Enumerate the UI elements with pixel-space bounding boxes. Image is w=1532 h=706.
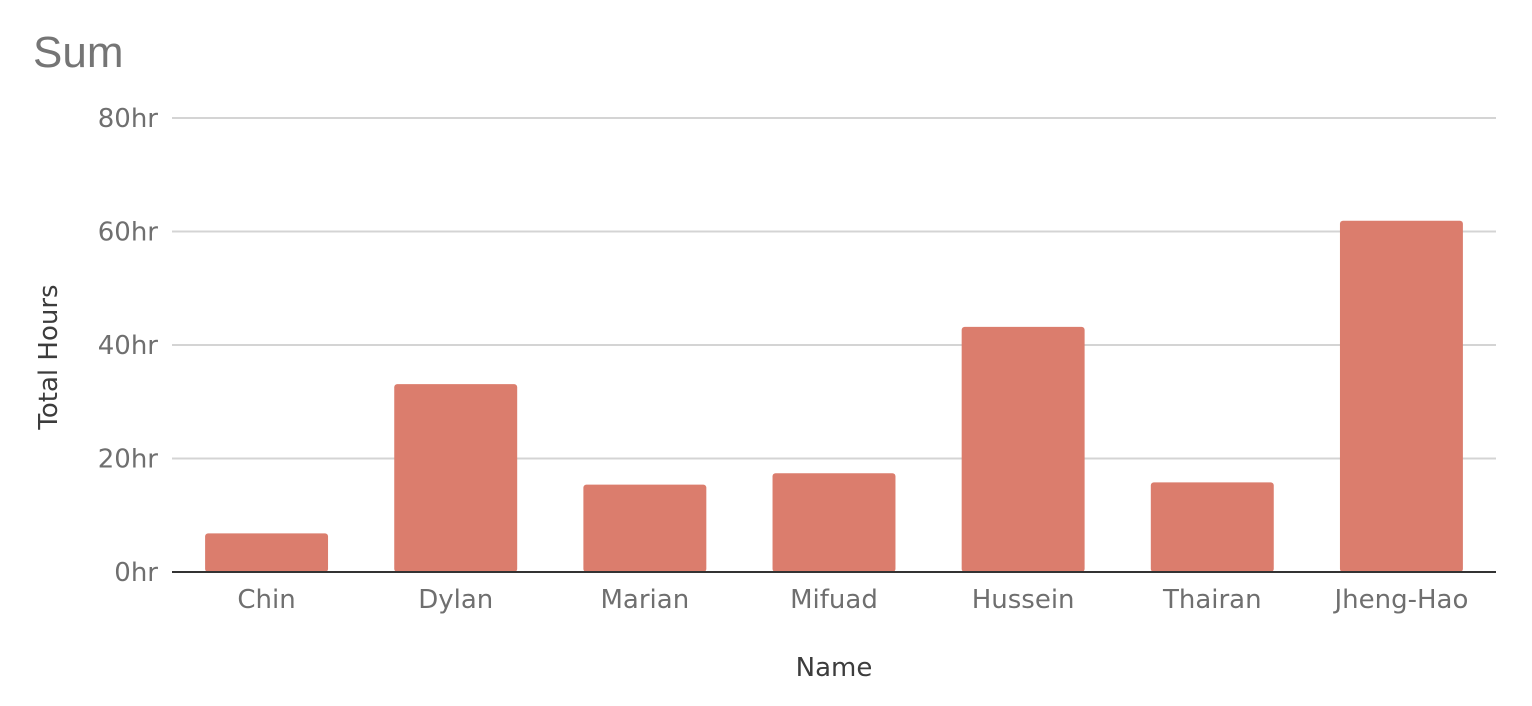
bar-marian — [583, 484, 707, 572]
bar-thairan — [1150, 482, 1274, 572]
bar-hussein — [961, 326, 1085, 572]
y-axis-title: Total Hours — [34, 284, 64, 430]
chart-title: Sum — [33, 28, 124, 77]
y-axis-ticks: 0hr 20hr 40hr 60hr 80hr — [98, 104, 159, 588]
x-tick-label: Marian — [601, 585, 690, 615]
y-tick-label: 80hr — [98, 104, 159, 134]
x-axis-title: Name — [796, 653, 873, 683]
x-tick-label: Mifuad — [790, 585, 878, 615]
x-tick-label: Jheng-Hao — [1332, 585, 1468, 615]
x-tick-label: Thairan — [1162, 585, 1262, 615]
y-tick-label: 20hr — [98, 445, 159, 475]
bar-chin — [205, 533, 329, 572]
bar-jheng-hao — [1339, 220, 1463, 572]
bar-dylan — [394, 384, 518, 572]
y-tick-label: 60hr — [98, 218, 159, 248]
y-tick-label: 40hr — [98, 331, 159, 361]
bars — [205, 220, 1463, 572]
x-tick-label: Chin — [237, 585, 295, 615]
gridlines — [172, 117, 1496, 460]
y-tick-label: 0hr — [114, 558, 158, 588]
x-tick-label: Dylan — [418, 585, 493, 615]
x-tick-label: Hussein — [972, 585, 1075, 615]
bar-mifuad — [772, 473, 896, 572]
x-axis-ticks: Chin Dylan Marian Mifuad Hussein Thairan Jheng… — [237, 585, 1468, 615]
